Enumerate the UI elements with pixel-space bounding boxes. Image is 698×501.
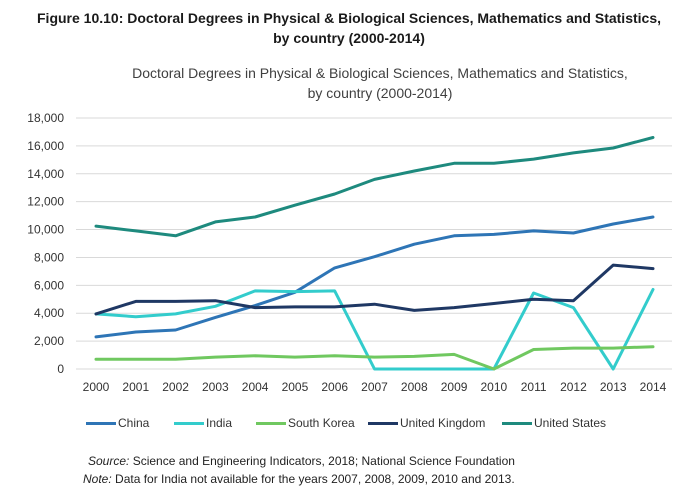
x-tick-label: 2011 (521, 380, 547, 394)
source-text: Science and Engineering Indicators, 2018… (129, 454, 515, 468)
x-tick-label: 2001 (122, 380, 149, 394)
y-tick-label: 2,000 (34, 334, 64, 348)
series-line-united-kingdom (94, 263, 655, 316)
x-tick-label: 2014 (640, 380, 667, 394)
series-lines (94, 136, 655, 371)
legend-item-united-states: United States (502, 416, 606, 430)
series-line-south-korea (94, 345, 655, 371)
legend-swatch (86, 421, 116, 425)
x-tick-label: 2003 (202, 380, 229, 394)
y-tick-label: 16,000 (27, 139, 64, 153)
x-tick-label: 2002 (162, 380, 189, 394)
chart-title-line1: Doctoral Degrees in Physical & Biologica… (132, 65, 628, 81)
x-tick-label: 2005 (282, 380, 309, 394)
series-line-india (94, 288, 655, 371)
figure-title: Figure 10.10: Doctoral Degrees in Physic… (0, 8, 698, 48)
chart-title-line2: by country (2000-2014) (307, 85, 453, 101)
y-tick-label: 10,000 (27, 223, 64, 237)
y-tick-label: 6,000 (34, 278, 64, 292)
y-tick-label: 0 (57, 362, 64, 376)
chart-title: Doctoral Degrees in Physical & Biologica… (0, 63, 698, 103)
legend-swatch (174, 421, 204, 425)
series-line-united-states (94, 136, 655, 238)
y-tick-label: 12,000 (27, 195, 64, 209)
footnotes: Source: Science and Engineering Indicato… (83, 452, 515, 488)
source-label: Source: (88, 454, 130, 468)
legend-label: United States (534, 416, 607, 430)
line-chart: 0 2,000 4,000 6,000 8,000 10,000 12,000 14,000 1… (27, 111, 672, 394)
legend-swatch (502, 421, 532, 425)
x-tick-label: 2013 (600, 380, 627, 394)
x-tick-label: 2000 (83, 380, 110, 394)
y-tick-label: 14,000 (27, 167, 64, 181)
x-tick-label: 2010 (481, 380, 508, 394)
y-tick-label: 8,000 (34, 250, 64, 264)
x-tick-label: 2006 (321, 380, 348, 394)
y-tick-label: 4,000 (34, 306, 64, 320)
x-tick-label: 2009 (441, 380, 468, 394)
figure-title-line1: Figure 10.10: Doctoral Degrees in Physic… (37, 10, 661, 26)
x-axis-ticks: 2000 2001 2002 2003 2004 2005 2006 2007 2008 2009… (83, 380, 667, 394)
note-text: Data for India not available for the yea… (111, 472, 515, 486)
x-tick-label: 2012 (560, 380, 587, 394)
legend-item-china: China (86, 416, 149, 430)
legend-label: South Korea (288, 416, 355, 430)
data-note: Note: Data for India not available for t… (83, 470, 515, 488)
y-axis-ticks: 0 2,000 4,000 6,000 8,000 10,000 12,000 14,000 1… (27, 111, 64, 376)
x-tick-label: 2008 (401, 380, 428, 394)
note-label: Note: (83, 472, 112, 486)
legend-label: China (118, 416, 150, 430)
legend-label: India (206, 416, 233, 430)
legend-swatch (256, 421, 286, 425)
series-line-china (94, 215, 655, 339)
x-tick-label: 2007 (361, 380, 388, 394)
legend-label: United Kingdom (400, 416, 486, 430)
source-note: Source: Science and Engineering Indicato… (83, 452, 515, 470)
legend-item-india: India (174, 416, 232, 430)
legend-item-south-korea: South Korea (256, 416, 355, 430)
legend-swatch (368, 421, 398, 425)
y-tick-label: 18,000 (27, 111, 64, 125)
figure-title-line2: by country (2000-2014) (273, 30, 425, 46)
legend-item-united-kingdom: United Kingdom (368, 416, 485, 430)
x-tick-label: 2004 (242, 380, 269, 394)
